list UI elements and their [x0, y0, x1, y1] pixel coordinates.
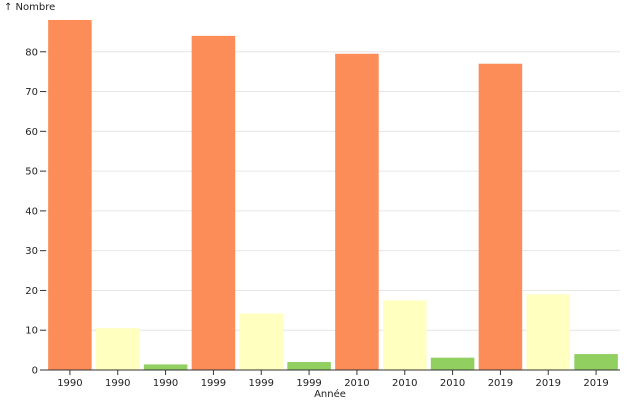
- y-tick-label: 60: [25, 127, 38, 138]
- bar: [526, 294, 571, 370]
- y-tick-label: 0: [32, 366, 38, 377]
- y-tick-label: 20: [25, 286, 38, 297]
- bars: [48, 19, 618, 371]
- x-tick-label: 2010: [440, 378, 465, 389]
- y-tick-label: 10: [25, 326, 38, 337]
- x-axis-label: Année: [314, 388, 346, 400]
- y-tick-label: 30: [25, 246, 38, 257]
- bar: [239, 313, 284, 370]
- x-tick-label: 2019: [536, 378, 561, 389]
- x-tick-label: 1999: [296, 378, 321, 389]
- bar: [48, 19, 92, 370]
- x-tick-label: 2010: [344, 378, 369, 389]
- bar: [143, 364, 188, 370]
- bar: [430, 357, 475, 370]
- bar: [335, 53, 379, 371]
- x-axis: 1990 1990 1990 1999 1999 1999 2010 2010 2010 2019…: [46, 369, 620, 389]
- x-tick-label: 2010: [392, 378, 417, 389]
- bar: [95, 328, 140, 370]
- y-axis: 0 10 20 30 40 50 60 70 80: [25, 47, 46, 377]
- y-tick-label: 40: [25, 206, 38, 217]
- bar: [478, 63, 523, 370]
- y-axis-label: ↑ Nombre: [4, 2, 55, 13]
- bar: [191, 35, 236, 370]
- x-tick-label: 1990: [57, 378, 82, 389]
- x-tick-label: 1999: [249, 378, 274, 389]
- x-tick-label: 2019: [488, 378, 513, 389]
- x-tick-label: 2019: [583, 378, 608, 389]
- bar: [287, 362, 331, 370]
- x-tick-label: 1990: [153, 378, 178, 389]
- y-tick-label: 70: [25, 87, 38, 98]
- y-tick-label: 80: [25, 47, 38, 58]
- bar: [574, 354, 618, 370]
- grid-lines: [46, 51, 620, 331]
- bar: [382, 300, 427, 370]
- x-tick-label: 1999: [201, 378, 226, 389]
- y-tick-label: 50: [25, 167, 38, 178]
- x-tick-label: 1990: [105, 378, 130, 389]
